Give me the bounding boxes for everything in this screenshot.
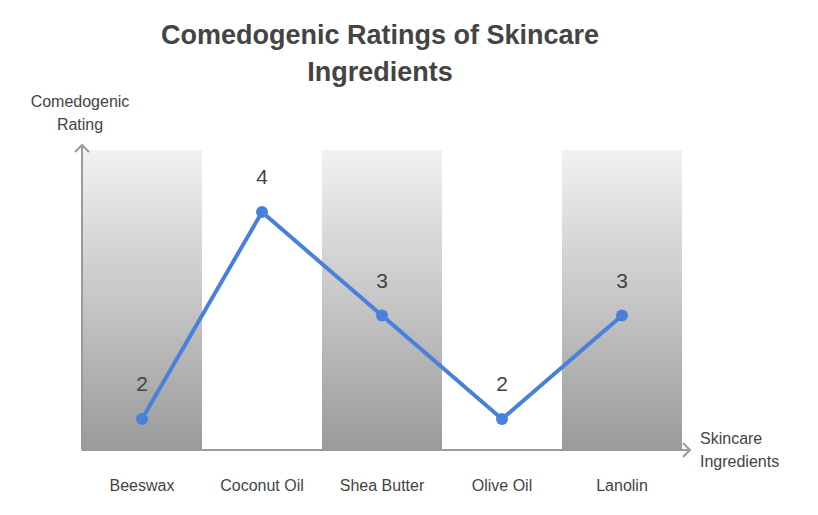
text-line: Comedogenic Ratings of Skincare (161, 20, 599, 50)
data-label: 2 (136, 372, 148, 395)
chart: Comedogenic Ratings of Skincare Ingredien… (0, 0, 818, 515)
point (376, 310, 388, 322)
y-axis-label: Comedogenic Rating (31, 93, 130, 133)
text-line: Comedogenic (31, 93, 130, 110)
data-label: 3 (616, 269, 628, 292)
y-axis-arrow (75, 145, 89, 152)
text-line: Ingredients (700, 453, 779, 470)
x-tick-label: Lanolin (596, 477, 648, 494)
band (562, 150, 682, 450)
band (322, 150, 442, 450)
point (256, 206, 268, 218)
point (616, 310, 628, 322)
text-line: Ingredients (307, 57, 453, 87)
data-label: 3 (376, 269, 388, 292)
x-tick-label: Beeswax (110, 477, 175, 494)
x-tick-label: Olive Oil (472, 477, 532, 494)
data-label: 4 (256, 165, 268, 188)
y-axis (81, 145, 83, 450)
data-label: 2 (496, 372, 508, 395)
x-axis-arrow (683, 443, 690, 457)
text-line: Skincare (700, 430, 762, 447)
title: Comedogenic Ratings of Skincare Ingredien… (161, 20, 599, 87)
x-axis (82, 449, 690, 451)
x-axis-label: Skincare Ingredients (700, 430, 779, 470)
point (496, 413, 508, 425)
x-tick-label: Shea Butter (340, 477, 425, 494)
band (82, 150, 202, 450)
point (136, 413, 148, 425)
x-tick-label: Coconut Oil (220, 477, 304, 494)
series-line (142, 212, 622, 419)
plot-area (136, 206, 628, 425)
text-line: Rating (57, 116, 103, 133)
